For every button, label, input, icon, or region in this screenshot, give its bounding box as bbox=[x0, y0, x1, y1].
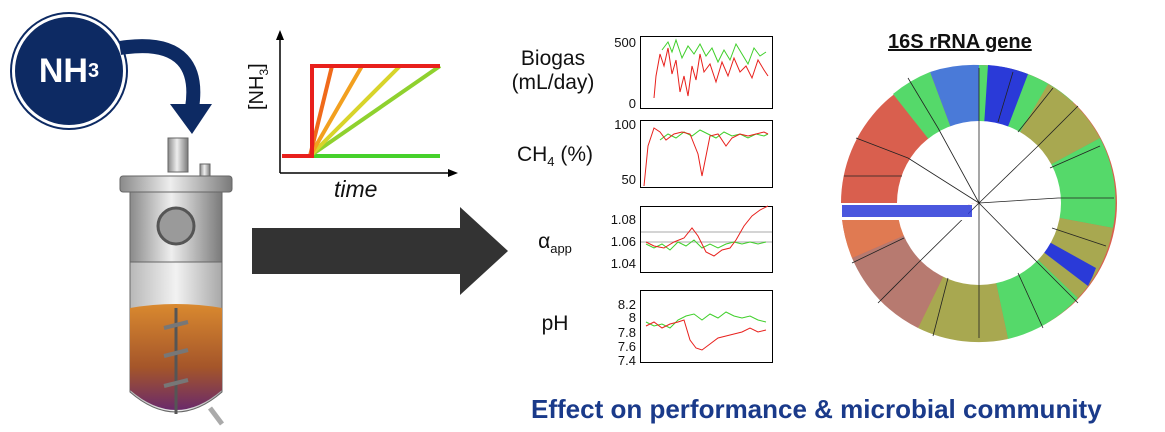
curved-arrow-icon bbox=[118, 39, 212, 134]
tick-label: 8 bbox=[628, 310, 636, 325]
nh3-badge: NH 3 bbox=[12, 14, 126, 128]
tick-label: 7.4 bbox=[617, 353, 636, 368]
tick-label: 7.6 bbox=[617, 339, 636, 354]
tree-title: 16S rRNA gene bbox=[888, 31, 1032, 53]
footer-caption: Effect on performance & microbial commun… bbox=[531, 394, 1102, 424]
biogas-label: Biogas (mL/day) bbox=[511, 47, 595, 94]
tick-label: 100 bbox=[614, 117, 636, 132]
tick-label: 7.8 bbox=[617, 325, 636, 340]
phylogenetic-tree bbox=[838, 64, 1117, 343]
alpha-app-label: αapp bbox=[538, 230, 572, 257]
tick-label: 0 bbox=[628, 96, 636, 111]
tick-label: 8.2 bbox=[617, 297, 636, 312]
tick-label: 1.06 bbox=[610, 234, 636, 249]
performance-panels bbox=[640, 36, 773, 363]
time-axis-label: time bbox=[334, 176, 378, 202]
tick-label: 500 bbox=[614, 35, 636, 50]
tick-label: 50 bbox=[621, 172, 636, 187]
ph-label: pH bbox=[541, 312, 569, 335]
tick-label: 1.08 bbox=[610, 212, 636, 227]
nh3-schematic-plot bbox=[276, 30, 458, 177]
big-arrow-icon bbox=[252, 207, 508, 295]
ch4-label: CH4 (%) bbox=[516, 143, 594, 170]
tick-label: 1.04 bbox=[610, 256, 636, 271]
bioreactor-icon bbox=[119, 137, 233, 426]
